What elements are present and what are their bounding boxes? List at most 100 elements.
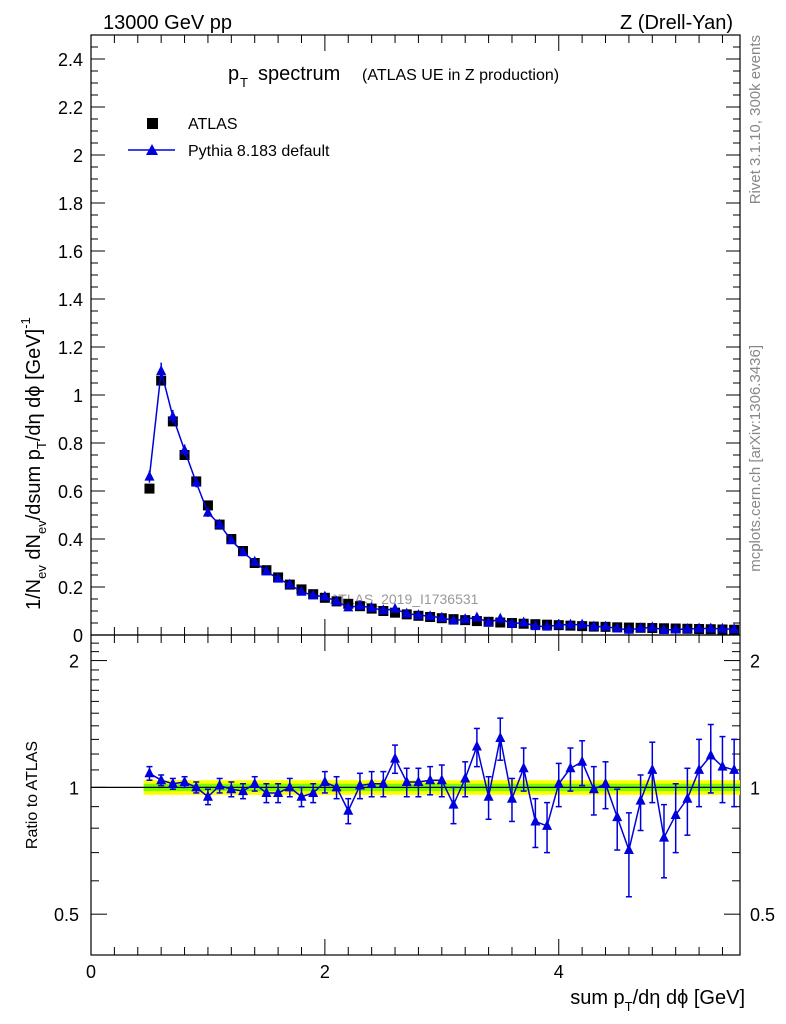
- ratio-point: [238, 785, 249, 796]
- main-y-tick-label: 0.6: [58, 482, 83, 502]
- pythia-point: [717, 622, 728, 633]
- ratio-plot: [91, 717, 740, 898]
- title-sub: T: [240, 75, 248, 90]
- ratio-y-tick-label: 2: [69, 652, 79, 672]
- pythia-point: [319, 590, 330, 601]
- ratio-point: [577, 755, 588, 766]
- pythia-point: [343, 601, 354, 612]
- ratio-point: [378, 777, 389, 788]
- pythia-point: [144, 470, 155, 481]
- ratio-point: [144, 767, 155, 778]
- ratio-y-tick-label-right: 1: [750, 778, 760, 798]
- pythia-point: [273, 572, 284, 583]
- pythia-point: [460, 613, 471, 624]
- pythia-point: [682, 623, 693, 633]
- ratio-point: [167, 777, 178, 788]
- ratio-point: [261, 786, 272, 797]
- ratio-point: [436, 774, 447, 785]
- ratio-point: [284, 781, 295, 792]
- pythia-point: [694, 622, 705, 633]
- main-y-tick-label: 2.2: [58, 98, 83, 118]
- pythia-point: [366, 601, 377, 612]
- ratio-point: [729, 763, 740, 774]
- ratio-point: [390, 752, 401, 763]
- ratio-point: [156, 774, 167, 785]
- svg-text:1/Nev dNev/dsum pT/dη dϕ [GeV]: 1/Nev dNev/dsum pT/dη dϕ [GeV]-1: [18, 317, 49, 610]
- x-axis: 0 2 4: [86, 35, 723, 982]
- ratio-point: [658, 831, 669, 842]
- ratio-point: [366, 777, 377, 788]
- ratio-point: [354, 779, 365, 790]
- x-tick-label: 4: [554, 962, 564, 982]
- x-axis-label: sum pT/dη dϕ [GeV]: [570, 987, 745, 1014]
- main-y-tick-label: 2: [73, 146, 83, 166]
- ratio-y-tick-label-right: 0.5: [750, 905, 775, 925]
- ratio-point: [623, 844, 634, 855]
- pythia-point: [284, 578, 295, 589]
- legend: ATLAS Pythia 8.183 default: [128, 116, 330, 160]
- pythia-point: [296, 585, 307, 596]
- title-note: (ATLAS UE in Z production): [362, 67, 559, 84]
- main-y-tick-label: 2.4: [58, 50, 83, 70]
- pythia-point: [612, 622, 623, 633]
- x-tick-label: 0: [86, 962, 96, 982]
- pythia-point: [705, 622, 716, 633]
- pythia-point: [156, 365, 167, 375]
- main-y-tick-label: 1.4: [58, 290, 83, 310]
- atlas-point: [144, 483, 155, 494]
- pythia-point: [308, 589, 319, 600]
- ratio-point: [202, 790, 213, 801]
- main-y-tick-label: 1: [73, 386, 83, 406]
- ratio-point: [682, 792, 693, 803]
- ratio-point: [694, 763, 705, 774]
- pythia-point: [226, 534, 237, 545]
- ratio-point: [705, 749, 716, 760]
- ratio-point: [296, 790, 307, 801]
- pythia-point: [238, 546, 249, 557]
- main-y-tick-label: 1.8: [58, 194, 83, 214]
- pythia-point: [565, 618, 576, 629]
- ratio-point: [308, 786, 319, 797]
- ratio-point: [460, 772, 471, 783]
- ratio-point: [413, 775, 424, 786]
- ratio-y-tick-label: 1: [69, 778, 79, 798]
- header-left: 13000 GeV pp: [103, 12, 232, 34]
- pythia-point: [588, 620, 599, 631]
- pythia-point: [167, 410, 178, 421]
- ratio-point: [179, 775, 190, 786]
- legend-pythia-marker: [146, 144, 158, 155]
- ratio-point: [670, 808, 681, 819]
- ratio-point: [191, 781, 202, 792]
- ratio-point: [343, 804, 354, 815]
- ratio-point: [495, 731, 506, 742]
- pythia-point: [530, 620, 541, 631]
- pythia-point: [436, 611, 447, 622]
- ratio-point: [273, 786, 284, 797]
- ratio-point: [612, 811, 623, 822]
- ratio-point: [425, 774, 436, 785]
- ratio-point: [600, 777, 611, 788]
- ratio-y-label: Ratio to ATLAS: [24, 741, 41, 849]
- pythia-point: [553, 618, 564, 629]
- atlas-point: [156, 375, 167, 386]
- ratio-plot-frame: [90, 634, 741, 956]
- pythia-point: [506, 617, 517, 628]
- pythia-point: [354, 599, 365, 610]
- pythia-point: [600, 620, 611, 631]
- pythia-point: [483, 616, 494, 627]
- pythia-point: [261, 565, 272, 576]
- pythia-point: [448, 614, 459, 625]
- pythia-point: [623, 623, 634, 634]
- ratio-point: [401, 775, 412, 786]
- main-y-tick-label: 0: [73, 626, 83, 646]
- pythia-point: [577, 618, 588, 629]
- pythia-point: [331, 595, 342, 606]
- pythia-point: [249, 555, 260, 566]
- ratio-point: [635, 794, 646, 805]
- ratio-point: [471, 740, 482, 751]
- ratio-point: [226, 783, 237, 794]
- header-right: Z (Drell-Yan): [620, 12, 733, 34]
- mcplots-label: mcplots.cern.ch [arXiv:1306.3436]: [747, 345, 764, 572]
- legend-atlas-marker: [147, 118, 158, 129]
